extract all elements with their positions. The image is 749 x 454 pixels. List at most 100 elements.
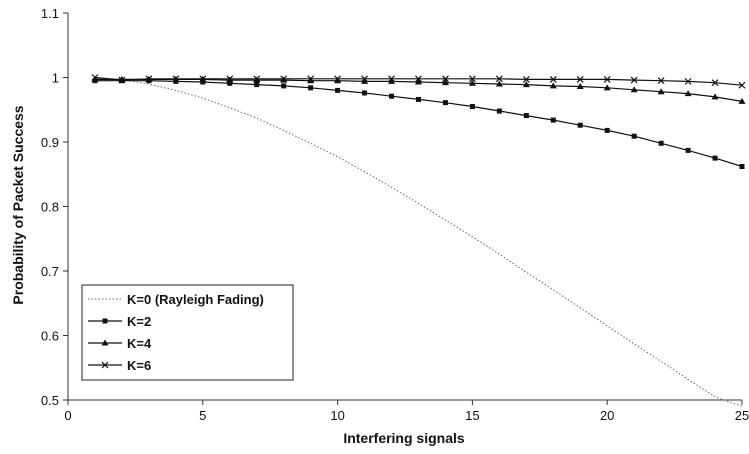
data-point [362, 90, 368, 96]
x-tick-label: 0 [64, 408, 71, 423]
data-point [739, 164, 745, 170]
data-point [334, 75, 342, 83]
data-point [550, 117, 556, 123]
data-point [199, 75, 207, 83]
x-marker-stroke [145, 75, 153, 83]
x-marker-stroke [684, 77, 692, 85]
legend-label: K=2 [127, 314, 151, 329]
data-point [657, 77, 665, 85]
x-tick-label: 25 [735, 408, 749, 423]
y-tick-label: 0.6 [41, 329, 59, 344]
series-k0 [94, 77, 743, 407]
data-point [468, 75, 476, 83]
legend: K=0 (Rayleigh Fading) K=2 K=4 K=6 [81, 284, 294, 381]
legend-box [81, 284, 294, 381]
y-axis-title: Probability of Packet Success [10, 105, 26, 304]
x-marker-stroke [172, 75, 180, 83]
x-marker-stroke [101, 361, 109, 369]
data-point [227, 80, 233, 86]
x-marker-stroke [307, 75, 315, 83]
data-point [254, 82, 260, 88]
data-point [711, 93, 719, 100]
x-marker-stroke [549, 76, 557, 83]
series-k6 [91, 74, 746, 89]
x-marker-stroke [522, 76, 530, 83]
x-marker-stroke [361, 75, 368, 83]
data-point [388, 75, 395, 83]
y-tick-label: 1.1 [41, 6, 59, 21]
data-point [576, 83, 584, 90]
data-point [414, 78, 422, 85]
legend-item: K=2 [88, 314, 151, 329]
y-tick-labels: 0.5 0.6 0.7 0.8 0.9 1 1.1 [41, 6, 68, 408]
x-marker-stroke [711, 79, 719, 87]
x-marker-stroke [226, 75, 234, 83]
legend-swatch-marker [101, 339, 109, 346]
x-tick-label: 5 [199, 408, 206, 423]
series-group [91, 74, 746, 407]
data-point [468, 79, 476, 86]
x-marker-stroke [495, 75, 503, 83]
data-point [630, 86, 638, 93]
data-point [226, 75, 234, 83]
legend-swatch-marker [101, 361, 109, 369]
series-line [94, 77, 743, 407]
data-point [253, 75, 261, 83]
data-point [415, 75, 422, 83]
data-point [495, 75, 503, 83]
x-marker-stroke [442, 75, 449, 83]
y-tick-label: 0.9 [41, 135, 59, 150]
data-point [549, 76, 557, 83]
data-point [738, 81, 746, 89]
x-tick-label: 10 [330, 408, 344, 423]
data-point [280, 75, 288, 83]
x-marker-stroke [280, 75, 288, 83]
data-point [711, 79, 719, 87]
data-point [415, 96, 421, 102]
data-point [522, 76, 530, 83]
x-marker-stroke [576, 76, 584, 83]
x-marker-stroke [603, 76, 611, 83]
x-marker-stroke [334, 75, 342, 83]
data-point [576, 76, 584, 83]
legend-swatch-marker [102, 318, 108, 324]
data-point [335, 87, 341, 93]
data-point [441, 79, 449, 86]
data-point [442, 75, 449, 83]
data-point [522, 81, 530, 88]
data-point [549, 82, 557, 89]
data-point [281, 83, 287, 89]
y-tick-label: 0.5 [41, 393, 59, 408]
x-tick-label: 15 [465, 408, 479, 423]
data-point [334, 77, 342, 84]
data-point [91, 74, 99, 81]
x-marker-stroke [630, 76, 638, 84]
data-point [307, 77, 315, 84]
data-point [630, 76, 638, 84]
data-point [684, 77, 692, 85]
data-point [496, 108, 502, 114]
data-point [145, 75, 153, 83]
legend-item: K=4 [88, 336, 152, 351]
data-point [442, 100, 448, 106]
data-point [577, 122, 583, 128]
data-point [91, 75, 99, 82]
data-point [631, 133, 637, 139]
x-tick-labels: 0 5 10 15 20 25 [64, 400, 749, 423]
data-point [603, 84, 611, 91]
data-point [603, 76, 611, 83]
x-marker-stroke [388, 75, 395, 83]
data-point [307, 75, 315, 83]
data-point [657, 88, 665, 95]
x-marker-stroke [91, 74, 99, 81]
data-point [389, 93, 395, 99]
data-point [388, 77, 396, 84]
data-point [604, 127, 610, 133]
x-marker-stroke [118, 76, 126, 84]
x-marker-stroke [738, 81, 746, 89]
y-tick-label: 1 [52, 71, 59, 86]
x-marker-stroke [468, 75, 476, 83]
data-point [738, 97, 746, 104]
x-tick-label: 20 [600, 408, 614, 423]
